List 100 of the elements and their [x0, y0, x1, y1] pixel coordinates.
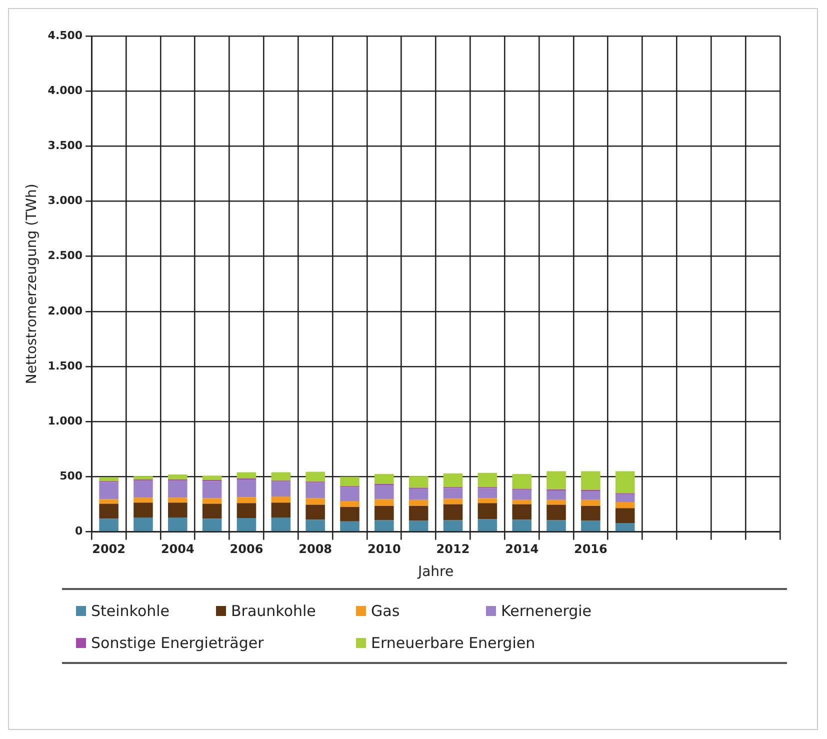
x-tick-label: 2010: [367, 542, 401, 556]
bar: [615, 494, 635, 502]
bar: [236, 479, 256, 498]
y-tick-label: 1.000: [48, 414, 83, 428]
bar: [99, 482, 118, 500]
bar: [134, 476, 153, 480]
x-axis-title: Jahre: [416, 564, 454, 580]
bar: [202, 481, 222, 498]
bar: [306, 482, 325, 498]
y-tick-label: 3.500: [48, 139, 83, 152]
y-tick-label: 4.500: [48, 28, 83, 42]
bar: [134, 480, 153, 498]
bar: [374, 499, 394, 506]
legend-label: Steinkohle: [91, 602, 170, 620]
bar: [581, 520, 600, 532]
y-tick-label: 500: [60, 470, 83, 483]
y-tick-label: 3.000: [48, 194, 83, 208]
bar: [134, 517, 153, 532]
y-tick-label: 1.500: [48, 359, 83, 372]
bar: [615, 502, 635, 508]
bar: [443, 504, 463, 520]
bar: [546, 471, 566, 490]
legend-label: Sonstige Energieträger: [91, 634, 264, 652]
bar: [271, 496, 291, 503]
bar: [546, 490, 566, 500]
legend-label: Erneuerbare Energien: [371, 634, 536, 652]
bar: [374, 520, 394, 532]
bar: [478, 519, 498, 532]
bar: [443, 520, 463, 532]
bar: [202, 504, 222, 519]
bar: [581, 491, 600, 500]
y-tick-label: 2.000: [48, 304, 83, 318]
bar: [374, 474, 394, 484]
bar: [340, 500, 360, 508]
bar: [202, 498, 222, 504]
x-tick-label: 2014: [505, 542, 539, 556]
bar: [236, 497, 256, 504]
bar: [236, 503, 256, 518]
bar: [168, 498, 188, 503]
bar: [168, 480, 188, 498]
bar: [134, 498, 153, 503]
bar: [306, 472, 325, 482]
bar: [581, 471, 600, 490]
bar: [478, 488, 498, 498]
bar: [306, 498, 325, 505]
bar: [99, 499, 118, 504]
bar: [443, 498, 463, 504]
bar: [340, 487, 360, 501]
bar: [168, 502, 188, 518]
bar: [512, 474, 532, 489]
bar: [615, 508, 635, 523]
bar: [408, 488, 428, 500]
bar: [236, 518, 256, 532]
bar: [408, 476, 428, 488]
legend-label: Braunkohle: [231, 602, 316, 620]
bar: [408, 506, 428, 521]
x-tick-label: 2004: [160, 542, 194, 556]
bar: [478, 472, 498, 488]
y-tick-label: 0: [74, 524, 83, 538]
bar: [168, 474, 188, 480]
bar: [134, 502, 153, 518]
legend-label: Kernenergie: [501, 602, 592, 620]
bar: [478, 498, 498, 504]
x-tick-label: 2008: [298, 542, 332, 556]
bar: [168, 517, 188, 532]
bar: [340, 476, 360, 486]
bar: [202, 518, 222, 532]
bar: [512, 490, 532, 500]
x-tick-label: 2006: [230, 542, 264, 556]
x-tick-label: 2012: [436, 542, 470, 556]
bar: [546, 504, 566, 520]
bar: [374, 484, 394, 500]
bar: [478, 503, 498, 520]
y-axis-title: Nettostromerzeugung (TWh): [24, 184, 40, 384]
bar: [306, 504, 325, 520]
bar: [374, 506, 394, 520]
x-tick-label: 2016: [574, 542, 608, 556]
bar: [271, 502, 291, 518]
bar: [408, 500, 428, 506]
bar: [512, 504, 532, 520]
bar: [99, 518, 118, 532]
bar: [340, 507, 360, 522]
bar: [271, 517, 291, 532]
bar: [512, 520, 532, 532]
bar: [271, 482, 291, 497]
bar: [340, 521, 360, 532]
bar: [408, 520, 428, 532]
bar: [202, 476, 222, 480]
bar: [581, 500, 600, 506]
legend-label: Gas: [371, 602, 400, 620]
bar: [546, 520, 566, 532]
bar: [271, 472, 291, 481]
bar: [306, 520, 325, 532]
y-tick-label: 2.500: [48, 249, 83, 262]
bar: [99, 504, 118, 519]
bar: [512, 500, 532, 504]
bar: [236, 472, 256, 478]
y-tick-label: 4.000: [48, 84, 83, 97]
bar: [443, 488, 463, 499]
bar: [99, 477, 118, 482]
